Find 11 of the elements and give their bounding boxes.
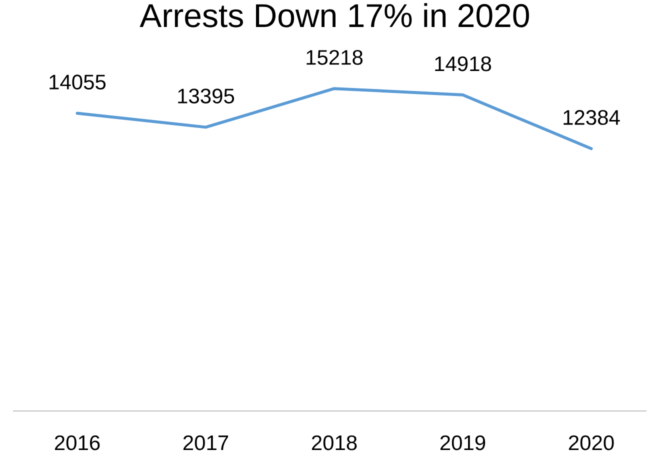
- x-tick-label: 2019: [440, 435, 486, 450]
- x-tick-label: 2020: [568, 435, 614, 450]
- x-tick-label: 2016: [54, 435, 100, 450]
- data-label: 14918: [435, 56, 492, 72]
- data-label: 13395: [178, 88, 234, 104]
- x-tick-label: 2018: [312, 435, 357, 450]
- data-label: 12384: [564, 110, 620, 125]
- data-label: 14055: [50, 74, 106, 90]
- x-tick-label: 2017: [183, 435, 228, 450]
- data-label: 15218: [306, 50, 363, 65]
- chart-title: Arrests Down 17% in 2020: [140, 3, 529, 28]
